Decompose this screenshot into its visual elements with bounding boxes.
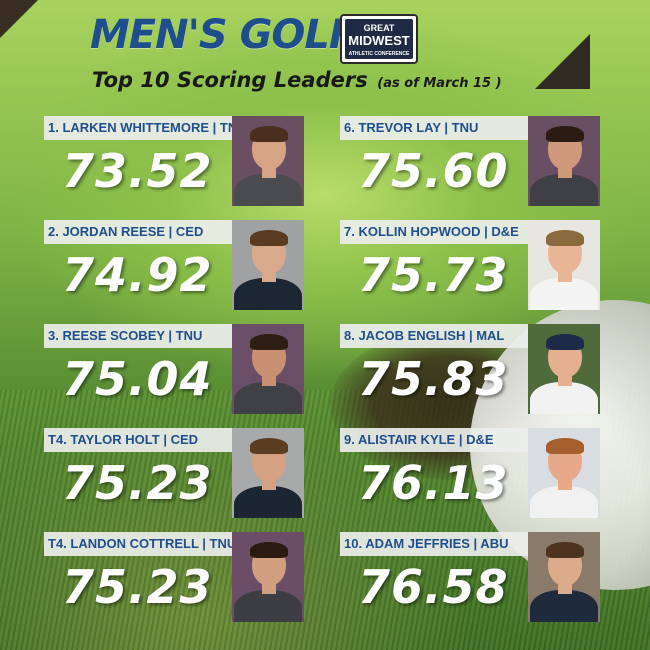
player-score: 73.52 (62, 144, 213, 198)
as-of-date: (as of March 15 ) (377, 76, 502, 91)
leader-card: 8. JACOB ENGLISH | MAL 75.83 (340, 324, 640, 419)
player-photo (528, 220, 600, 310)
page-title: MEN'S GOLF (90, 12, 356, 58)
photo-hair (250, 542, 288, 558)
photo-hair (546, 334, 584, 350)
player-score: 75.23 (62, 560, 213, 614)
logo-line2: MIDWEST (348, 33, 409, 48)
photo-shirt (530, 278, 598, 310)
player-score: 76.58 (358, 560, 509, 614)
leader-card: 2. JORDAN REESE | CED 74.92 (44, 220, 344, 315)
photo-shirt (234, 382, 302, 414)
player-name-label: 10. ADAM JEFFRIES | ABU (340, 532, 528, 556)
player-photo (232, 116, 304, 206)
player-score: 75.04 (62, 352, 213, 406)
photo-hair (546, 438, 584, 454)
player-name-label: 3. REESE SCOBEY | TNU (44, 324, 232, 348)
photo-shirt (234, 278, 302, 310)
conference-logo: GREAT MIDWEST ATHLETIC CONFERENCE (340, 14, 418, 64)
player-photo (528, 428, 600, 518)
player-name-label: 7. KOLLIN HOPWOOD | D&E (340, 220, 528, 244)
photo-hair (250, 334, 288, 350)
player-name-label: 6. TREVOR LAY | TNU (340, 116, 528, 140)
player-score: 75.83 (358, 352, 509, 406)
photo-shirt (530, 174, 598, 206)
logo-line1: GREAT (364, 23, 395, 33)
player-photo (528, 324, 600, 414)
subtitle-text: Top 10 Scoring Leaders (92, 68, 368, 92)
photo-hair (250, 230, 288, 246)
photo-hair (546, 542, 584, 558)
player-name-label: 2. JORDAN REESE | CED (44, 220, 232, 244)
photo-hair (546, 126, 584, 142)
player-name-label: T4. LANDON COTTRELL | TNU (44, 532, 236, 556)
player-name-label: T4. TAYLOR HOLT | CED (44, 428, 232, 452)
photo-hair (546, 230, 584, 246)
photo-shirt (234, 486, 302, 518)
corner-triangle-top-right (535, 34, 590, 89)
leader-card: 1. LARKEN WHITTEMORE | TNU 73.52 (44, 116, 344, 211)
photo-shirt (234, 590, 302, 622)
player-photo (232, 428, 304, 518)
photo-hair (250, 438, 288, 454)
photo-shirt (530, 486, 598, 518)
leader-card: 3. REESE SCOBEY | TNU 75.04 (44, 324, 344, 419)
logo-line3: ATHLETIC CONFERENCE (349, 51, 410, 57)
player-score: 75.23 (62, 456, 213, 510)
player-name-label: 9. ALISTAIR KYLE | D&E (340, 428, 528, 452)
photo-shirt (530, 382, 598, 414)
player-score: 74.92 (62, 248, 213, 302)
leader-card: 10. ADAM JEFFRIES | ABU 76.58 (340, 532, 640, 627)
photo-hair (250, 126, 288, 142)
leader-card: 7. KOLLIN HOPWOOD | D&E 75.73 (340, 220, 640, 315)
player-score: 75.60 (358, 144, 509, 198)
player-photo (232, 220, 304, 310)
photo-shirt (234, 174, 302, 206)
player-photo (232, 532, 304, 622)
player-photo (232, 324, 304, 414)
photo-shirt (530, 590, 598, 622)
leader-card: T4. TAYLOR HOLT | CED 75.23 (44, 428, 344, 523)
leader-card: 6. TREVOR LAY | TNU 75.60 (340, 116, 640, 211)
player-name-label: 8. JACOB ENGLISH | MAL (340, 324, 528, 348)
player-photo (528, 532, 600, 622)
leader-card: T4. LANDON COTTRELL | TNU 75.23 (44, 532, 344, 627)
player-name-label: 1. LARKEN WHITTEMORE | TNU (44, 116, 247, 140)
player-score: 75.73 (358, 248, 509, 302)
subtitle: Top 10 Scoring Leaders (as of March 15 ) (92, 68, 502, 92)
corner-triangle-top-left (0, 0, 38, 38)
player-score: 76.13 (358, 456, 509, 510)
leader-card: 9. ALISTAIR KYLE | D&E 76.13 (340, 428, 640, 523)
player-photo (528, 116, 600, 206)
